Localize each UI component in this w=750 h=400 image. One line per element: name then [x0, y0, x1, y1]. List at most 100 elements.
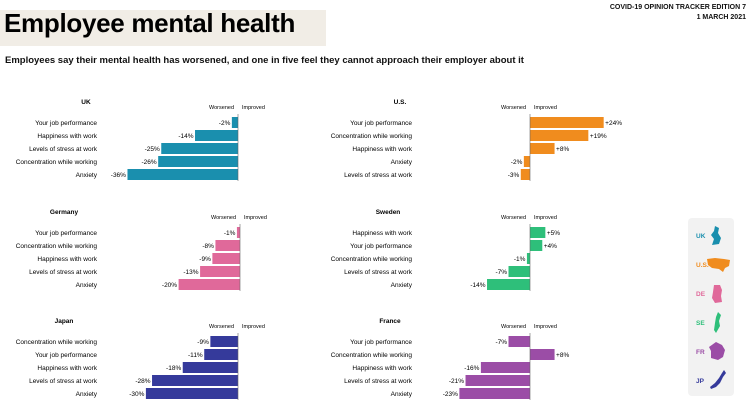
country-legend: UK U.S. DE SE FR JP	[688, 218, 734, 396]
category-label-japan: Your job performance	[35, 352, 97, 359]
bar-uk	[231, 117, 238, 128]
title-band	[0, 10, 326, 46]
value-label-france: -16%	[464, 365, 479, 372]
france-map-icon	[709, 342, 725, 360]
uk-map-icon	[711, 226, 721, 245]
germany-map-icon	[712, 285, 722, 303]
category-label-france: Anxiety	[391, 391, 413, 398]
page-subtitle: Employees say their mental health has wo…	[5, 55, 524, 66]
category-label-japan: Happiness with work	[37, 365, 97, 372]
value-label-u-s: +8%	[556, 146, 569, 153]
value-label-japan: -28%	[135, 378, 150, 385]
category-label-germany: Concentration while working	[16, 243, 98, 250]
legend-improved-france: Improved	[534, 324, 557, 330]
bar-germany	[212, 253, 240, 264]
category-label-germany: Happiness with work	[37, 256, 97, 263]
legend-code: SE	[696, 320, 705, 327]
value-label-u-s: -2%	[511, 159, 523, 166]
page-title: Employee mental health	[4, 8, 296, 38]
value-label-germany: -8%	[202, 243, 214, 250]
value-label-sweden: +4%	[544, 243, 557, 250]
legend-improved-japan: Improved	[242, 324, 265, 330]
bar-germany	[178, 279, 240, 290]
category-label-sweden: Levels of stress at work	[344, 269, 413, 276]
category-label-japan: Levels of stress at work	[29, 378, 98, 385]
category-label-france: Concentration while working	[331, 352, 413, 359]
bar-japan	[204, 349, 238, 360]
bar-uk	[161, 143, 238, 154]
category-label-u-s: Levels of stress at work	[344, 172, 413, 179]
bar-u-s	[523, 156, 530, 167]
chart-title-sweden: Sweden	[376, 209, 401, 216]
value-label-u-s: -3%	[508, 172, 520, 179]
value-label-germany: -20%	[162, 282, 177, 289]
legend-item-jp: JP	[688, 369, 734, 395]
bar-uk	[195, 130, 238, 141]
legend-improved-u-s: Improved	[534, 105, 557, 111]
legend-item-de: DE	[688, 282, 734, 308]
legend-worsened-japan: Worsened	[209, 324, 234, 330]
sweden-map-icon	[714, 312, 721, 333]
legend-improved-germany: Improved	[244, 215, 267, 221]
legend-worsened-germany: Worsened	[211, 215, 236, 221]
bar-germany	[236, 227, 240, 238]
legend-worsened-u-s: Worsened	[501, 105, 526, 111]
legend-code: DE	[696, 291, 706, 298]
legend-improved-uk: Improved	[242, 105, 265, 111]
bar-japan	[152, 375, 238, 386]
bar-uk	[158, 156, 238, 167]
category-label-uk: Levels of stress at work	[29, 146, 98, 153]
legend-item-uk: UK	[688, 224, 734, 250]
bar-u-s	[530, 117, 604, 128]
value-label-japan: -30%	[129, 391, 144, 398]
category-label-japan: Anxiety	[76, 391, 98, 398]
value-label-france: +8%	[556, 352, 569, 359]
category-label-france: Levels of stress at work	[344, 378, 413, 385]
category-label-u-s: Concentration while working	[331, 133, 413, 140]
category-label-sweden: Your job performance	[350, 243, 412, 250]
value-label-uk: -25%	[145, 146, 160, 153]
value-label-uk: -26%	[141, 159, 156, 166]
bar-germany	[200, 266, 240, 277]
legend-code: UK	[696, 233, 706, 240]
bar-france	[465, 375, 530, 386]
category-label-germany: Levels of stress at work	[29, 269, 98, 276]
value-label-japan: -11%	[188, 352, 203, 359]
category-label-uk: Happiness with work	[37, 133, 97, 140]
value-label-sweden: -7%	[495, 269, 507, 276]
bar-sweden	[487, 279, 530, 290]
us-map-icon	[707, 258, 730, 272]
bar-u-s	[530, 143, 555, 154]
category-label-sweden: Concentration while working	[331, 256, 413, 263]
bar-u-s	[520, 169, 530, 180]
legend-improved-sweden: Improved	[534, 215, 557, 221]
category-label-sweden: Anxiety	[391, 282, 413, 289]
bar-france	[459, 388, 530, 399]
bar-u-s	[530, 130, 589, 141]
category-label-france: Happiness with work	[352, 365, 412, 372]
value-label-germany: -9%	[199, 256, 211, 263]
value-label-u-s: +19%	[590, 133, 607, 140]
value-label-sweden: -1%	[514, 256, 526, 263]
category-label-u-s: Anxiety	[391, 159, 413, 166]
value-label-germany: -13%	[183, 269, 198, 276]
category-label-france: Your job performance	[350, 339, 412, 346]
chart-title-uk: UK	[81, 99, 91, 106]
value-label-uk: -36%	[111, 172, 126, 179]
category-label-u-s: Your job performance	[350, 120, 412, 127]
bar-uk	[127, 169, 238, 180]
bar-france	[530, 349, 555, 360]
legend-code: JP	[696, 378, 704, 385]
chart-title-germany: Germany	[50, 209, 79, 216]
legend-worsened-uk: Worsened	[209, 105, 234, 111]
category-label-uk: Anxiety	[76, 172, 98, 179]
category-label-japan: Concentration while working	[16, 339, 98, 346]
bar-sweden	[508, 266, 530, 277]
legend-code: FR	[696, 349, 705, 356]
japan-map-icon	[710, 370, 726, 389]
value-label-germany: -1%	[224, 230, 236, 237]
value-label-uk: -2%	[219, 120, 231, 127]
bar-france	[480, 362, 530, 373]
value-label-japan: -9%	[197, 339, 209, 346]
legend-code: U.S.	[696, 262, 709, 269]
